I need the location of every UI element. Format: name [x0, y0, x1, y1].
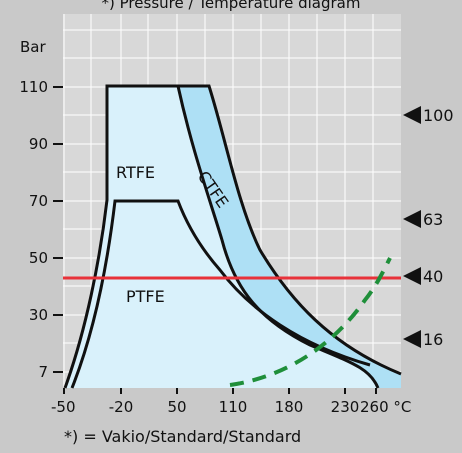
right-marker-label-0: 100 [423, 106, 454, 125]
x-tick-label-2: 50 [167, 398, 186, 416]
y-tick-label-4: 30 [29, 306, 48, 324]
y-tick-label-5: 7 [38, 363, 48, 381]
right-markers: 100 63 40 16 [403, 106, 454, 349]
x-tick-label-1: -20 [109, 398, 134, 416]
right-marker-arrow-0 [403, 106, 421, 124]
y-tick-label-2: 70 [29, 192, 48, 210]
region-label-rtfe: RTFE [116, 163, 155, 182]
region-label-ptfe: PTFE [126, 287, 165, 306]
chart-title: *) Pressure / Temperature diagram [102, 0, 361, 12]
y-tick-label-1: 90 [29, 135, 48, 153]
x-tick-label-5: 230 [331, 398, 360, 416]
footnote: *) = Vakio/Standard/Standard [64, 427, 301, 446]
right-marker-label-1: 63 [423, 210, 443, 229]
x-tick-label-0: -50 [51, 398, 76, 416]
y-tick-label-0: 110 [19, 78, 48, 96]
right-marker-arrow-1 [403, 210, 421, 228]
right-marker-arrow-3 [403, 330, 421, 348]
y-tick-label-3: 50 [29, 249, 48, 267]
y-axis-label: Bar [20, 38, 46, 56]
right-marker-label-2: 40 [423, 267, 443, 286]
x-tick-label-4: 180 [275, 398, 304, 416]
x-tick-label-6: 260 °C [360, 398, 411, 416]
x-tick-label-3: 110 [219, 398, 248, 416]
right-marker-label-3: 16 [423, 330, 443, 349]
right-marker-arrow-2 [403, 267, 421, 285]
